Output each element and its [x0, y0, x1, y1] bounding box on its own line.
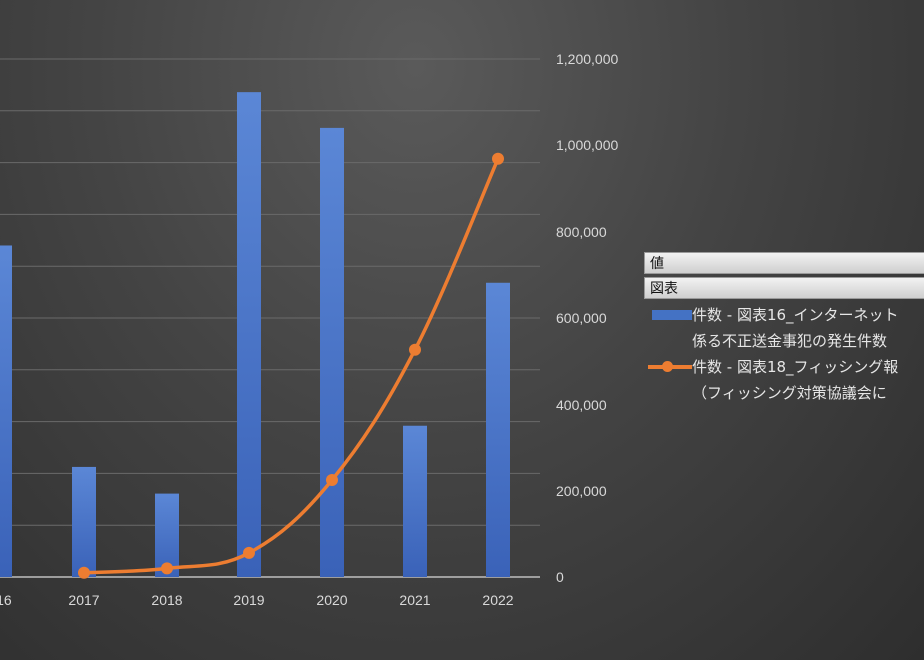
- x-tick-label: 2022: [482, 592, 513, 608]
- x-tick-label: 2018: [151, 592, 182, 608]
- legend-entry-line: 件数 - 図表18_フィッシング報 （フィッシング対策協議会に: [644, 354, 924, 406]
- x-axis-labels: 016 2017 2018 2019 2020 2021 2022: [0, 592, 514, 608]
- line-point-2018[interactable]: [161, 562, 173, 575]
- legend-header-table[interactable]: 図表: [644, 277, 924, 299]
- x-tick-label: 2020: [316, 592, 347, 608]
- y-tick-label: 600,000: [556, 310, 607, 326]
- bar-2017[interactable]: [72, 466, 96, 577]
- line-point-2020[interactable]: [326, 474, 338, 487]
- bar-series: [0, 92, 510, 578]
- bar-2021[interactable]: [403, 425, 427, 577]
- bar-2016[interactable]: [0, 245, 12, 578]
- marker-swatch-icon: [662, 361, 673, 372]
- y-tick-label: 1,200,000: [556, 51, 618, 67]
- legend-label-cont: （フィッシング対策協議会に: [692, 384, 887, 402]
- bar-2019[interactable]: [237, 92, 261, 577]
- x-tick-label: 2017: [68, 592, 99, 608]
- line-point-2019[interactable]: [243, 546, 255, 559]
- legend-entry-bar: 件数 - 図表16_インターネット 係る不正送金事犯の発生件数: [644, 302, 924, 354]
- bar-2020[interactable]: [320, 127, 344, 578]
- legend-label-cont: 係る不正送金事犯の発生件数: [692, 332, 888, 350]
- x-tick-label: 2019: [233, 592, 264, 608]
- legend-label: 件数 - 図表16_インターネット: [692, 306, 899, 324]
- pivot-legend: 値 図表 件数 - 図表16_インターネット 係る不正送金事犯の発生件数 件数 …: [644, 252, 924, 406]
- x-tick-label: 2021: [399, 592, 430, 608]
- bar-2022[interactable]: [486, 282, 510, 577]
- line-point-2021[interactable]: [409, 343, 421, 356]
- line-path: [82, 157, 500, 575]
- legend-header-values[interactable]: 値: [644, 252, 924, 274]
- y-tick-label: 1,000,000: [556, 137, 618, 153]
- y-tick-label: 800,000: [556, 224, 607, 240]
- line-point-2017[interactable]: [78, 566, 90, 579]
- legend-label: 件数 - 図表18_フィッシング報: [692, 358, 899, 376]
- y-tick-label: 400,000: [556, 397, 607, 413]
- x-tick-label: 016: [0, 592, 12, 608]
- y-axis-labels: 1,200,000 1,000,000 800,000 600,000 400,…: [556, 51, 618, 585]
- y-tick-label: 200,000: [556, 483, 607, 499]
- line-point-2022[interactable]: [492, 152, 504, 165]
- y-tick-label: 0: [556, 569, 564, 585]
- line-series: [78, 152, 504, 579]
- bar-swatch-icon: [652, 310, 692, 320]
